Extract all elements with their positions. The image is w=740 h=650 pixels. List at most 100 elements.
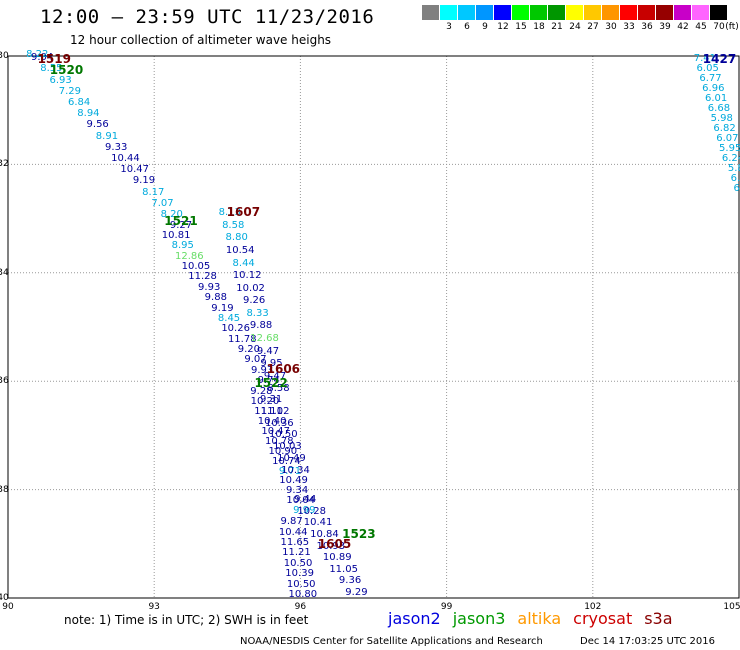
wave-height-value: 10.50 (283, 557, 313, 569)
color-scale-label: 45 (695, 22, 707, 32)
latitude-tick-label: -36 (0, 376, 9, 387)
wave-height-value: 9.31 (260, 394, 283, 406)
map-frame (7, 55, 740, 599)
footer-credit: NOAA/NESDIS Center for Satellite Applica… (240, 636, 543, 647)
color-scale-label: 15 (515, 22, 527, 32)
wave-height-value: 9.27 (169, 220, 193, 232)
color-scale-label: 3 (446, 22, 452, 32)
wave-height-value: 9.44 (294, 494, 317, 506)
legend-entry-jason3: jason3 (452, 609, 506, 628)
wave-height-value: 11.65 (280, 537, 310, 549)
wave-height-value: 10.47 (261, 425, 291, 437)
wave-height-value: 10.84 (310, 528, 339, 540)
wave-height-value: 8.95 (171, 240, 194, 252)
color-scale-label: 21 (551, 22, 563, 32)
wave-height-value: 9.87 (280, 516, 303, 528)
wave-height-value: 10.02 (236, 282, 265, 294)
wave-height-value: 6.96 (702, 82, 725, 94)
color-scale-swatch (674, 5, 692, 20)
color-scale-label: 12 (497, 22, 509, 32)
wave-height-value: 8.58 (222, 219, 245, 231)
pass-time-label: 1522 (254, 376, 288, 391)
wave-height-value: 6.77 (699, 72, 722, 84)
wave-height-value: 10.20 (250, 395, 280, 407)
wave-height-value: 9.07 (244, 354, 267, 366)
color-scale-label: 70 (713, 22, 725, 32)
wave-height-value: 9.93 (198, 281, 221, 293)
wave-height-value: 8.80 (225, 232, 248, 244)
wave-height-value: 9.04 (30, 52, 54, 64)
wave-height-value: 10.74 (272, 455, 301, 467)
wave-height-value: 10.36 (264, 417, 294, 429)
color-scale-label: 24 (569, 22, 581, 32)
wave-height-value: 11.28 (188, 271, 217, 283)
pass-time-label: 1607 (226, 205, 261, 220)
pass-time-label: 1521 (164, 214, 198, 229)
color-scale-swatch (476, 5, 494, 20)
wave-height-value: 8.58 (267, 383, 290, 395)
color-scale-label: 18 (533, 22, 545, 32)
wave-height-value: 10.80 (288, 589, 318, 601)
wave-height-value: 10.90 (268, 445, 298, 457)
wave-height-value: 9.19 (211, 302, 234, 314)
wave-height-value: 10.44 (111, 152, 140, 164)
wave-height-value: 10.49 (277, 452, 306, 464)
longitude-tick-label: 90 (2, 602, 14, 612)
wave-height-value: 11.02 (260, 405, 290, 417)
pass-time-label: 1520 (49, 62, 84, 77)
wave-height-value: 9.88 (204, 292, 227, 304)
wave-height-value: 11.05 (329, 563, 358, 575)
wave-height-value: 11.21 (282, 547, 311, 559)
wave-height-value: 8.13 (218, 207, 241, 219)
wave-height-value: 10.89 (322, 552, 352, 564)
wave-height-value: 10.12 (232, 270, 262, 282)
pass-time-label: 1605 (317, 536, 352, 551)
color-scale-label: 27 (587, 22, 599, 32)
latitude-tick-label: -38 (0, 484, 9, 495)
wave-height-value: 12.68 (250, 333, 279, 344)
wave-height-value: 8.45 (217, 312, 241, 324)
wave-height-value: 10.40 (257, 415, 287, 427)
color-scale-swatch (602, 5, 620, 20)
wave-height-value: 10.44 (278, 526, 308, 538)
wave-height-value: 7.41 (693, 52, 717, 64)
footnote: note: 1) Time is in UTC; 2) SWH is in fe… (64, 613, 309, 627)
wave-height-value: 9.71 (278, 465, 302, 477)
color-scale-label: 9 (482, 22, 488, 32)
color-scale-label: 6 (464, 22, 470, 32)
wave-height-value: 6.3 (733, 182, 740, 194)
wave-height-value: 9.47 (263, 370, 287, 382)
wave-height-value: 10.93 (316, 540, 346, 552)
color-scale-label: 36 (641, 22, 653, 32)
wave-height-value: 9.36 (338, 575, 362, 587)
wave-height-value: 10.04 (286, 495, 316, 507)
wave-height-value: 10.41 (303, 517, 333, 529)
wave-height-value: 10.26 (221, 323, 250, 335)
wave-height-value: 10.81 (161, 229, 191, 241)
wave-height-value: 10.50 (286, 578, 316, 590)
pass-time-label: 1519 (37, 52, 71, 67)
wave-height-value: 6.24 (721, 152, 740, 164)
wave-height-value: 12.86 (175, 250, 204, 262)
wave-height-value: 5.98 (710, 112, 733, 124)
wave-height-value: 5.8 (727, 162, 740, 174)
wave-height-value: 8.33 (246, 307, 269, 319)
pass-time-label: 1427 (702, 51, 737, 66)
wave-height-value: 9.88 (249, 320, 273, 332)
longitude-tick-label: 96 (294, 602, 307, 612)
wave-height-value: 6.93 (49, 74, 72, 86)
wave-height-value: 9.29 (345, 586, 368, 598)
wave-height-value: 9.56 (86, 119, 109, 131)
legend-entry-cryosat: cryosat (573, 609, 633, 628)
wave-height-value: 6.01 (704, 92, 728, 104)
wave-height-value: 10.28 (297, 505, 326, 517)
wave-height-value: 9.28 (250, 386, 273, 398)
wave-height-value: 10.34 (281, 464, 310, 476)
wave-height-value: 7.29 (58, 85, 82, 97)
wave-height-value: 6.68 (707, 102, 731, 114)
wave-height-value: 6.05 (696, 62, 719, 74)
wave-height-value: 10.50 (269, 429, 298, 441)
wave-height-value: 9.26 (242, 295, 266, 307)
color-scale-label: 33 (623, 22, 635, 32)
